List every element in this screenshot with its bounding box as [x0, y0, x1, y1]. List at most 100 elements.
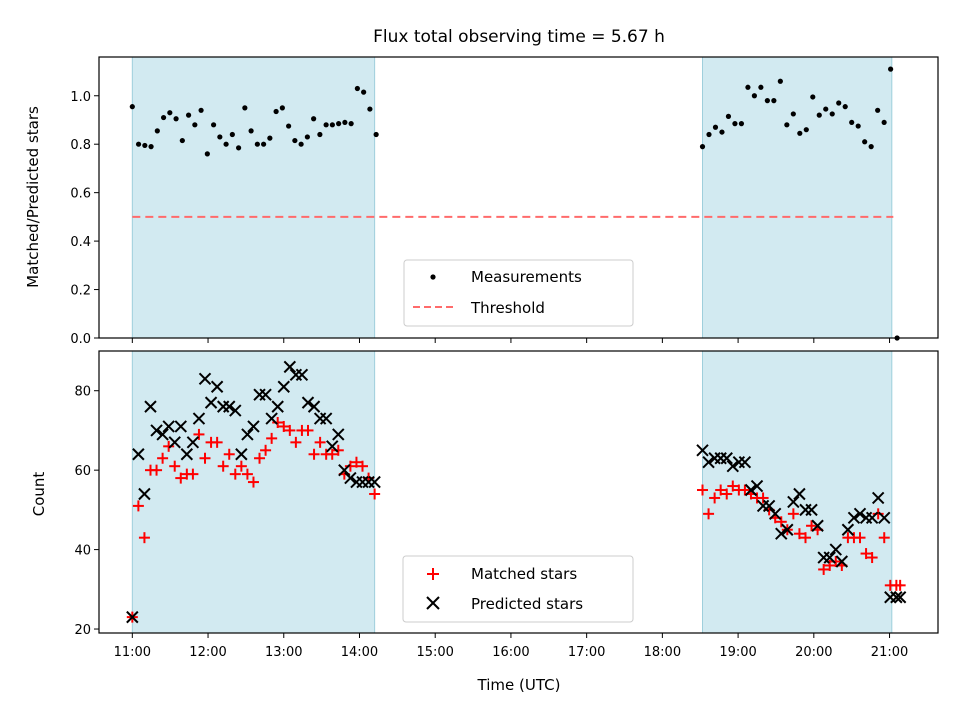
- matched-point: [138, 532, 150, 544]
- predicted-point: [259, 388, 272, 401]
- predicted-point: [168, 436, 181, 449]
- matched-point: [350, 456, 362, 468]
- measurement-point: [210, 122, 217, 128]
- matched-point: [314, 436, 326, 448]
- predicted-point: [271, 400, 284, 413]
- measurement-point: [829, 111, 835, 117]
- predicted-point: [338, 463, 351, 477]
- predicted-point: [368, 475, 381, 489]
- measurement-point: [298, 141, 304, 147]
- predicted-point: [781, 523, 794, 536]
- measurement-point: [160, 114, 167, 121]
- measurement-point: [292, 137, 298, 144]
- measurement-point: [185, 112, 192, 118]
- y-tick-label: 0.4: [70, 235, 91, 250]
- predicted-point: [319, 412, 333, 425]
- measurement-point: [192, 122, 198, 128]
- measurement-point: [777, 78, 783, 84]
- measurement-point: [254, 141, 260, 147]
- predicted-point: [162, 420, 175, 433]
- predicted-point: [738, 456, 752, 469]
- matched-point: [854, 532, 866, 544]
- measurement-point: [790, 111, 796, 117]
- measurement-point: [323, 122, 329, 128]
- measurement-point: [771, 98, 777, 104]
- legend-threshold-label: Threshold: [470, 299, 545, 317]
- matched-point: [132, 500, 144, 512]
- predicted-point: [138, 487, 151, 501]
- ratio-panel-frame: [98, 56, 939, 339]
- predicted-point: [871, 491, 885, 505]
- matched-point: [290, 436, 302, 448]
- measurement-point: [849, 119, 855, 126]
- measurement-point: [732, 121, 738, 127]
- predicted-point: [841, 523, 855, 536]
- matched-point: [151, 464, 163, 476]
- legend-predicted-marker: [426, 596, 440, 610]
- counts-panel: 20 40 60 80 11:00 12:00 13:00 14:00 15:00 16:00 1…: [30, 350, 939, 694]
- measurement-point: [317, 131, 323, 138]
- counts-legend: Matched stars Predicted stars: [402, 555, 634, 623]
- predicted-point: [823, 551, 836, 564]
- predicted-point: [702, 456, 715, 469]
- predicted-point: [793, 487, 806, 501]
- matched-point: [193, 428, 205, 440]
- matched-point: [894, 579, 906, 591]
- measurement-point: [868, 144, 874, 150]
- ratio-y-axis-label: Matched/Predicted stars: [24, 106, 42, 288]
- measurement-point: [706, 131, 712, 138]
- predicted-point: [204, 396, 218, 409]
- matched-point: [266, 432, 278, 444]
- matched-point: [175, 472, 187, 484]
- matched-point: [721, 488, 733, 500]
- x-tick-label: 13:00: [265, 645, 302, 660]
- matched-point: [169, 460, 181, 472]
- matched-point: [344, 460, 356, 472]
- measurement-point: [273, 108, 279, 115]
- predicted-point: [762, 499, 776, 513]
- legend-measurements-marker: [430, 274, 436, 280]
- matched-point: [229, 468, 241, 480]
- predicted-point: [805, 503, 818, 517]
- measurement-point: [810, 94, 816, 100]
- x-tick-label: 19:00: [719, 645, 756, 660]
- predicted-point: [150, 424, 163, 437]
- matched-point: [866, 552, 878, 564]
- ratio-legend-box: [403, 259, 634, 327]
- predicted-point: [829, 543, 842, 556]
- matched-point: [278, 420, 290, 432]
- measurement-point: [725, 113, 732, 119]
- ratio-panel: 0.0 0.2 0.4 0.6 0.8 1.0 Matched/Predicted sta…: [24, 56, 939, 347]
- matched-point: [739, 484, 751, 496]
- measurement-point: [842, 104, 848, 110]
- matched-point: [727, 480, 739, 492]
- predicted-point: [144, 400, 157, 413]
- measurement-point: [784, 122, 790, 128]
- x-tick-label: 16:00: [492, 645, 529, 660]
- measurement-point: [367, 106, 373, 112]
- observing-window-1: [702, 56, 893, 339]
- predicted-point: [265, 412, 278, 425]
- matched-point: [247, 476, 259, 488]
- predicted-point: [307, 400, 321, 413]
- measurement-point: [888, 66, 894, 72]
- chart-title: Flux total observing time = 5.67 h: [373, 27, 665, 47]
- measurement-point: [135, 141, 142, 147]
- measurement-point: [699, 144, 706, 150]
- matched-point: [872, 508, 884, 520]
- measurement-point: [881, 119, 887, 126]
- predicted-point: [835, 555, 849, 568]
- y-tick-label: 0.8: [70, 138, 91, 153]
- legend-matched-marker: [427, 568, 439, 580]
- y-tick-label: 0.0: [70, 332, 91, 347]
- predicted-point: [787, 495, 800, 509]
- measurement-point: [236, 145, 242, 151]
- predicted-point: [878, 511, 891, 525]
- matched-point: [332, 444, 344, 456]
- matched-point: [187, 468, 199, 480]
- matched-point: [757, 492, 769, 504]
- measurement-point: [823, 106, 829, 112]
- counts-panel-frame: [98, 350, 939, 634]
- measurement-point: [154, 128, 160, 134]
- predicted-point: [301, 396, 315, 409]
